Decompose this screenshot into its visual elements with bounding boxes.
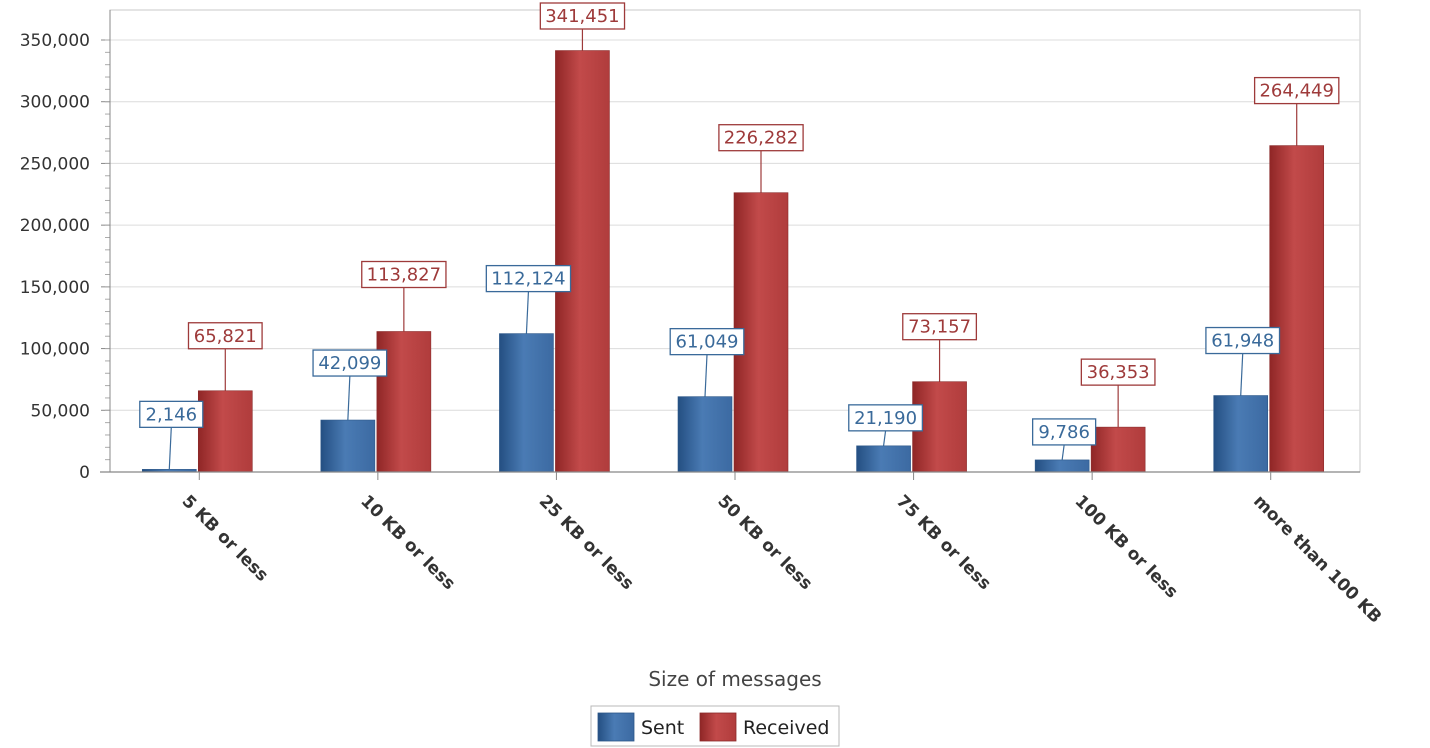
data-label-leader xyxy=(1240,353,1244,396)
data-label-leader xyxy=(882,430,887,446)
data-label-box xyxy=(361,260,447,289)
data-label-sent: 21,190 xyxy=(848,404,924,446)
y-tick-label: 100,000 xyxy=(20,340,90,360)
y-tick-label: 300,000 xyxy=(20,93,90,113)
data-label-leader xyxy=(1061,444,1065,461)
bar-received xyxy=(1269,145,1325,473)
data-label-text: 36,353 xyxy=(1087,362,1150,383)
legend-label-received: Received xyxy=(743,717,829,739)
y-tick-label: 200,000 xyxy=(20,216,90,236)
data-label-box xyxy=(1205,326,1281,355)
y-tick-label: 250,000 xyxy=(20,154,90,174)
data-label-box xyxy=(1080,358,1156,386)
data-label-box xyxy=(139,400,204,429)
legend-swatch-sent xyxy=(597,712,635,742)
bar-sent xyxy=(677,396,733,473)
data-label-sent: 2,146 xyxy=(139,400,204,470)
data-label-text: 113,827 xyxy=(367,265,441,286)
data-label-sent: 61,049 xyxy=(669,327,745,397)
data-label-box xyxy=(718,124,804,152)
data-label-text: 61,049 xyxy=(676,332,739,353)
data-label-sent: 42,099 xyxy=(312,349,388,421)
data-label-received: 73,157 xyxy=(902,313,978,382)
data-label-received: 113,827 xyxy=(361,260,447,332)
x-tick-label: 75 KB or less xyxy=(892,491,995,594)
data-label-box xyxy=(1031,418,1097,446)
data-label-text: 2,146 xyxy=(146,404,198,425)
data-label-box xyxy=(187,322,263,350)
data-label-text: 73,157 xyxy=(908,317,971,338)
data-label-received: 65,821 xyxy=(187,322,263,391)
x-tick-label: 50 KB or less xyxy=(713,491,816,594)
data-label-sent: 61,948 xyxy=(1205,326,1281,396)
data-label-text: 264,449 xyxy=(1259,81,1333,102)
data-label-text: 42,099 xyxy=(318,353,381,374)
bar-sent xyxy=(1034,459,1090,473)
data-label-text: 61,948 xyxy=(1211,331,1274,352)
data-label-text: 65,821 xyxy=(194,326,257,347)
legend-swatch-received xyxy=(699,712,737,742)
data-label-sent: 112,124 xyxy=(485,264,572,334)
data-label-box xyxy=(485,264,572,293)
data-label-text: 226,282 xyxy=(724,128,798,149)
y-tick-label: 0 xyxy=(79,463,90,483)
data-label-leader xyxy=(168,427,172,470)
data-label-box xyxy=(848,404,924,432)
x-tick-label: more than 100 KB xyxy=(1249,491,1385,627)
data-label-box xyxy=(312,349,388,377)
legend-label-sent: Sent xyxy=(641,717,684,739)
y-tick-label: 350,000 xyxy=(20,31,90,51)
data-label-leader xyxy=(347,376,351,421)
bar-sent xyxy=(320,419,376,473)
bar-received xyxy=(197,390,253,473)
x-tick-label: 100 KB or less xyxy=(1071,491,1182,602)
y-tick-label: 150,000 xyxy=(20,278,90,298)
data-label-box xyxy=(902,313,978,341)
bar-sent xyxy=(499,333,554,473)
data-label-sent: 9,786 xyxy=(1031,418,1097,461)
data-label-received: 226,282 xyxy=(718,124,804,193)
x-tick-label: 25 KB or less xyxy=(535,491,638,594)
bar-received xyxy=(1090,426,1146,473)
x-tick-label: 5 KB or less xyxy=(178,491,272,585)
data-label-leader xyxy=(704,354,708,397)
data-label-received: 264,449 xyxy=(1253,76,1340,146)
data-label-received: 341,451 xyxy=(539,2,626,51)
data-label-text: 341,451 xyxy=(545,6,619,27)
data-label-received: 36,353 xyxy=(1080,358,1156,428)
data-label-text: 9,786 xyxy=(1038,422,1090,443)
x-tick-label: 10 KB or less xyxy=(356,491,459,594)
y-tick-label: 50,000 xyxy=(31,401,90,421)
data-label-leader xyxy=(525,291,530,334)
data-label-box xyxy=(669,327,745,356)
bar-received xyxy=(555,50,610,473)
data-label-text: 112,124 xyxy=(491,269,565,290)
bar-sent xyxy=(1213,395,1269,473)
x-axis-title: Size of messages xyxy=(648,667,821,691)
data-label-box xyxy=(1253,76,1340,105)
data-label-box xyxy=(539,2,626,30)
data-label-text: 21,190 xyxy=(854,408,917,429)
legend: Sent Received xyxy=(590,705,840,747)
bar-sent xyxy=(856,445,911,473)
